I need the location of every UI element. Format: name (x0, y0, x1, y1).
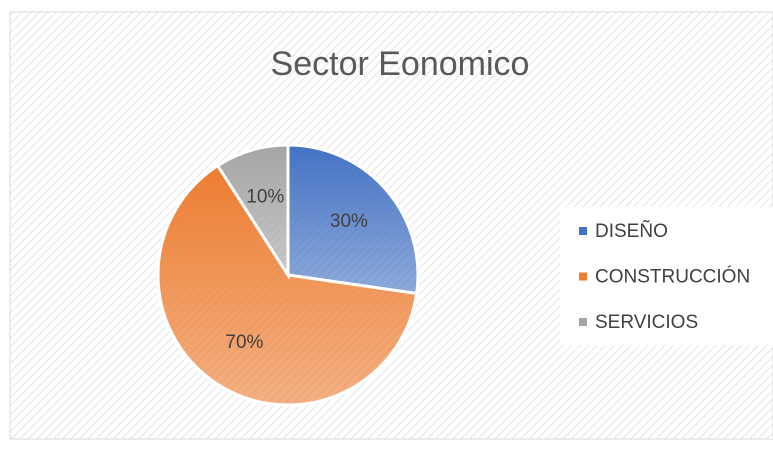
pie-slice (215, 143, 290, 281)
legend-swatch (579, 272, 587, 281)
legend-swatch (579, 227, 587, 235)
legend-swatch (579, 318, 587, 326)
data-label: 70% (225, 332, 263, 353)
pie-slice (286, 143, 420, 296)
legend-box (560, 207, 773, 345)
chart-title: Sector Eonomico (271, 45, 530, 83)
legend-label: CONSTRUCCIÓN (595, 266, 750, 288)
data-label: 10% (246, 187, 284, 208)
pie-slice (156, 163, 419, 407)
legend-label: SERVICIOS (595, 312, 698, 333)
legend-label: DISEÑO (595, 220, 668, 242)
data-label: 30% (330, 211, 368, 232)
